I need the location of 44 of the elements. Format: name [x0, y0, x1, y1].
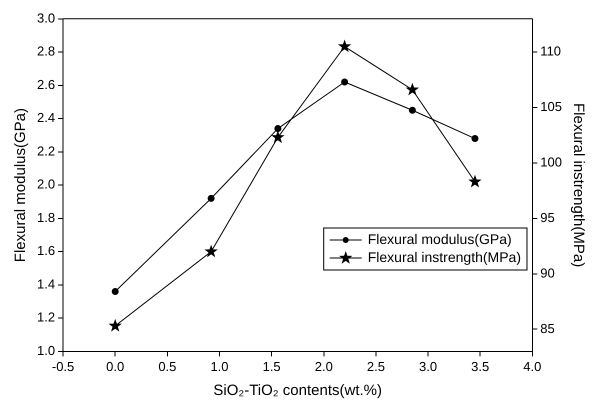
y-tick-label: 1.0 — [36, 342, 56, 358]
y-tick-label: 1.8 — [36, 210, 56, 225]
point — [271, 130, 285, 144]
x-axis-title: SiO₂-TiO₂ contents(wt.%) — [213, 382, 382, 400]
y-tick-label: 2.4 — [36, 110, 56, 126]
point — [208, 194, 215, 202]
y2-tick-label: 85 — [540, 320, 555, 336]
y-tick-label: 2.8 — [36, 44, 56, 59]
y2-tick-label: 105 — [540, 99, 562, 114]
y2-tick-label: 90 — [540, 265, 555, 280]
x-tick-label: 2.5 — [366, 358, 385, 374]
point — [406, 82, 420, 96]
x-tick-label: 3.0 — [418, 358, 438, 374]
point — [341, 78, 348, 86]
point — [408, 106, 416, 114]
y-tick-label: 1.4 — [36, 276, 56, 292]
x-tick-label: 0.5 — [158, 358, 176, 374]
x-tick-label: 1.0 — [210, 358, 229, 374]
y-tick-label: 3.0 — [36, 10, 56, 26]
x-tick-label: 1.5 — [262, 358, 281, 374]
point — [108, 318, 122, 332]
legend-label: Flexural instrength(MPa) — [368, 248, 521, 265]
y2-tick-label: 100 — [540, 154, 562, 170]
x-tick-label: 2.0 — [314, 358, 333, 374]
y2-tick-label: 95 — [540, 210, 555, 225]
y-axis-title: Flexural modulus(GPa) — [12, 108, 30, 262]
point — [112, 288, 119, 296]
point — [274, 125, 282, 132]
legend-label: Flexural modulus(GPa) — [368, 230, 512, 247]
x-tick-label: 4.0 — [523, 358, 542, 374]
y2-tick-label: 110 — [540, 44, 562, 59]
point — [204, 244, 218, 258]
point — [338, 40, 352, 52]
x-tick-label: -0.5 — [52, 358, 74, 374]
y2-axis-title: Flexural instrength(MPa) — [570, 102, 587, 268]
y-tick-label: 2.0 — [36, 176, 56, 192]
y-tick-label: 2.2 — [36, 143, 56, 158]
y-tick-label: 1.2 — [36, 310, 56, 325]
x-tick-label: 3.5 — [471, 358, 490, 374]
y-tick-label: 2.6 — [36, 76, 56, 92]
x-tick-label: 0.0 — [106, 358, 124, 374]
point — [468, 174, 482, 188]
point — [471, 135, 478, 142]
y-tick-label: 1.6 — [36, 243, 56, 258]
